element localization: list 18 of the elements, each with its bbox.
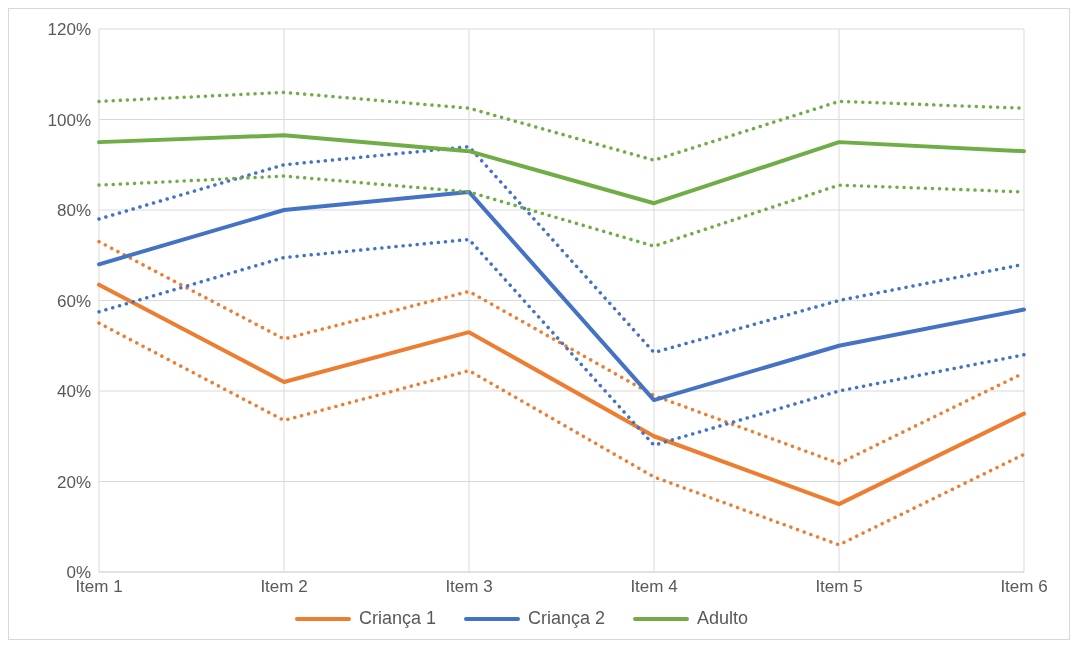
line-series (97, 282, 1026, 507)
y-tick-label: 80% (56, 201, 91, 221)
y-tick-label: 60% (56, 291, 91, 311)
y-tick-label: 100% (47, 110, 91, 130)
x-tick-label: Item 2 (260, 577, 308, 597)
x-tick-label: Item 3 (445, 577, 493, 597)
y-tick-label: 20% (56, 472, 91, 492)
x-tick-label: Item 5 (815, 577, 863, 597)
legend-label: Criança 2 (526, 608, 606, 629)
y-tick-label: 120% (47, 20, 91, 40)
line-series (97, 133, 1026, 206)
legend-label: Adulto (696, 608, 749, 629)
line-series (97, 189, 1026, 403)
x-tick-label: Item 6 (1000, 577, 1048, 597)
line-series (97, 321, 1026, 547)
legend-label: Criança 1 (357, 608, 436, 629)
x-tick-label: Item 4 (630, 577, 678, 597)
y-tick-label: 40% (56, 382, 91, 402)
